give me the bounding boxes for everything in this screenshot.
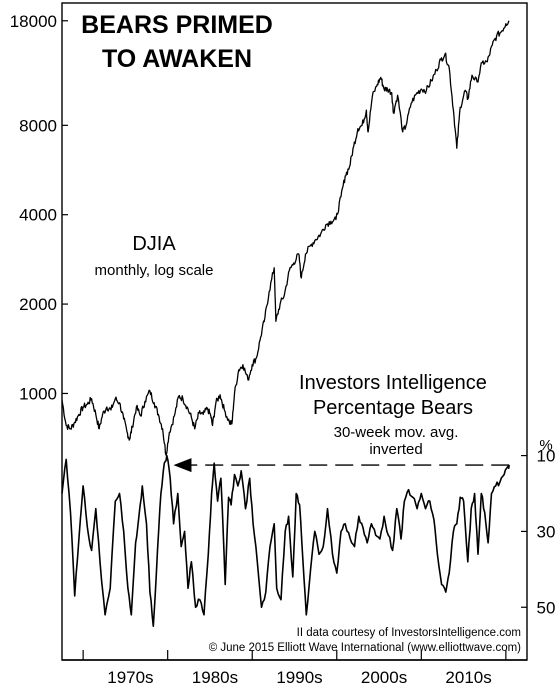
bears-series-line [61, 454, 510, 627]
bears-y-tick-label-10: 10 [537, 447, 556, 466]
bears-y-tick-label-50: 50 [537, 598, 556, 617]
x-decade-label-1970s: 1970s [107, 668, 153, 687]
djia-y-ticks: 1000 2000 4000 8000 18000 [10, 12, 68, 403]
bears-label-line-2: Percentage Bears [313, 397, 473, 419]
arrow-head-icon [173, 458, 192, 473]
djia-y-tick-label-8000: 8000 [19, 116, 57, 135]
chart-title-line-1: BEARS PRIMED [81, 11, 273, 39]
djia-y-tick-label-4000: 4000 [19, 206, 57, 225]
x-decade-label-1990s: 1990s [276, 668, 322, 687]
bears-sublabel-line-2: inverted [369, 441, 422, 458]
djia-y-tick-label-1000: 1000 [19, 384, 57, 403]
djia-panel: 1000 2000 4000 8000 18000 BEARS PRIMED TO AW… [10, 11, 510, 456]
bears-sublabel-line-1: 30-week mov. avg. [334, 424, 459, 441]
credit-line-2: © June 2015 Elliott Wave International (… [209, 642, 521, 654]
bears-y-tick-label-30: 30 [537, 522, 556, 541]
x-decade-label-2010s: 2010s [445, 668, 491, 687]
bears-panel: % 10 30 50 Investors Intelligence Percenta… [61, 372, 556, 654]
chart-title-line-2: TO AWAKEN [102, 45, 252, 73]
djia-y-tick-label-2000: 2000 [19, 295, 57, 314]
bears-label-line-1: Investors Intelligence [299, 372, 487, 394]
x-axis: 1970s 1980s 1990s 2000s 2010s [82, 650, 507, 687]
djia-y-tick-label-18000: 18000 [10, 12, 57, 31]
bears-y-ticks: 10 30 50 [521, 447, 556, 617]
plot-frame [61, 2, 528, 661]
bears-y-unit: % [539, 437, 552, 454]
credit-line-1: II data courtesy of InvestorsIntelligenc… [297, 627, 521, 639]
djia-series-line [61, 20, 510, 456]
djia-label: DJIA [132, 233, 176, 255]
x-decade-label-2000s: 2000s [361, 668, 407, 687]
x-decade-label-1980s: 1980s [192, 668, 238, 687]
djia-sublabel: monthly, log scale [95, 262, 214, 279]
